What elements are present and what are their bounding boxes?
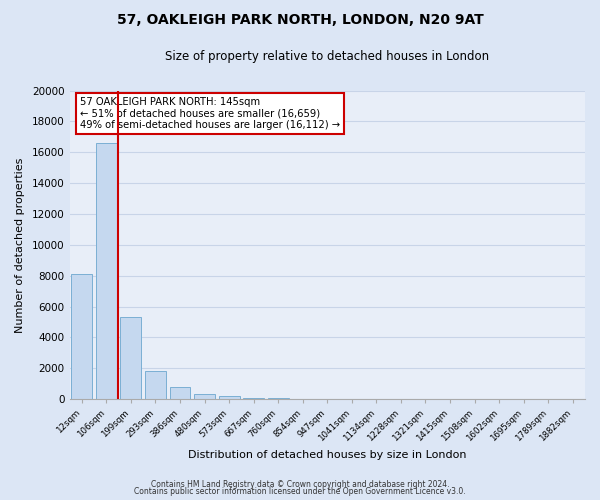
Text: 57, OAKLEIGH PARK NORTH, LONDON, N20 9AT: 57, OAKLEIGH PARK NORTH, LONDON, N20 9AT xyxy=(116,12,484,26)
Text: 57 OAKLEIGH PARK NORTH: 145sqm
← 51% of detached houses are smaller (16,659)
49%: 57 OAKLEIGH PARK NORTH: 145sqm ← 51% of … xyxy=(80,96,340,130)
Bar xyxy=(121,318,142,399)
Bar xyxy=(145,372,166,399)
X-axis label: Distribution of detached houses by size in London: Distribution of detached houses by size … xyxy=(188,450,467,460)
Title: Size of property relative to detached houses in London: Size of property relative to detached ho… xyxy=(165,50,490,63)
Bar xyxy=(71,274,92,399)
Y-axis label: Number of detached properties: Number of detached properties xyxy=(15,157,25,332)
Bar xyxy=(243,398,264,399)
Bar xyxy=(218,396,239,399)
Bar xyxy=(96,143,117,399)
Bar xyxy=(268,398,289,399)
Text: Contains public sector information licensed under the Open Government Licence v3: Contains public sector information licen… xyxy=(134,487,466,496)
Bar xyxy=(194,394,215,399)
Bar xyxy=(170,387,190,399)
Text: Contains HM Land Registry data © Crown copyright and database right 2024.: Contains HM Land Registry data © Crown c… xyxy=(151,480,449,489)
